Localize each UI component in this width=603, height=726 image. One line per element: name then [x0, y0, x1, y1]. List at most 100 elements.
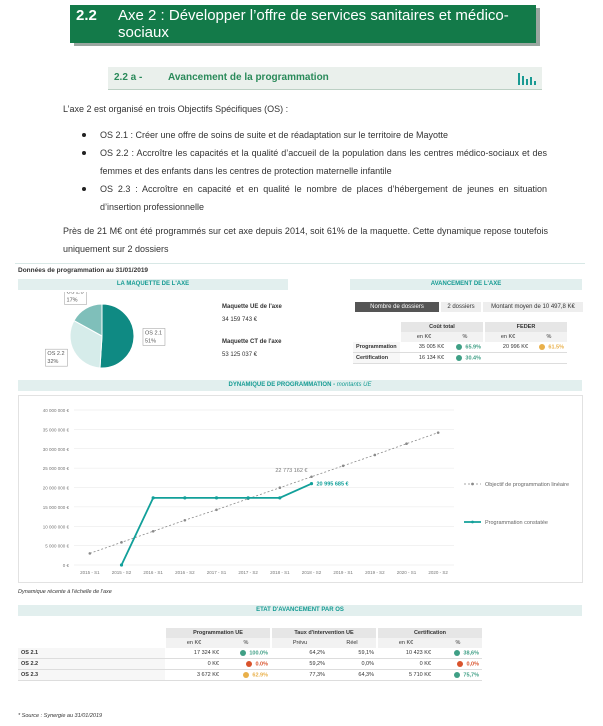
bullet-text: OS 2.2 : Accroître les capacités et la q… — [100, 148, 547, 176]
series-point — [373, 453, 377, 457]
cell: 62.9% — [222, 670, 271, 681]
cell-value: 64,2% — [309, 650, 325, 656]
series-point — [183, 518, 187, 522]
status-dot — [457, 660, 464, 667]
cell-value: 38,6% — [463, 650, 479, 657]
y-tick-label: 0 € — [63, 563, 70, 568]
cell: 100.0% — [222, 648, 271, 659]
montant-moyen: Montant moyen de 10 497,8 K€ — [483, 302, 583, 312]
status-dot — [454, 649, 461, 656]
cell: 64,3% — [328, 670, 377, 681]
maquette-header: LA MAQUETTE DE L'AXE — [18, 279, 288, 290]
dashboard-title: Données de programmation au 31/01/2019 — [18, 267, 149, 274]
intro: L’axe 2 est organisé en trois Objectifs … — [63, 104, 289, 114]
x-tick-label: 2017 - S1 — [207, 570, 227, 575]
cell-value: 17 324 K€ — [193, 650, 219, 656]
ue-value: 34 159 743 € — [222, 317, 258, 323]
line-chart-subtitle: montants UE — [336, 382, 372, 388]
group-header: Taux d'intervention UE — [270, 628, 377, 638]
pie-label: OS 2.3 — [67, 292, 84, 295]
etat-table: Programmation UE Taux d'intervention UE Ce… — [18, 628, 482, 681]
dossiers-label: Nombre de dossiers — [355, 302, 439, 312]
series-point — [310, 475, 313, 479]
pie-slice — [69, 319, 103, 369]
cell-value: 0 K€ — [207, 661, 219, 667]
subheader: en K€ — [376, 638, 434, 648]
cell: 5 710 K€ — [377, 670, 434, 681]
x-tick-label: 2018 - S1 — [270, 570, 290, 575]
cell-value: 100.0% — [249, 650, 268, 657]
subheader-row: en K€% Prévu Réel en K€% — [18, 638, 482, 648]
row-label: OS 2.2 — [18, 658, 165, 670]
pie-label: OS 2.2 — [47, 351, 64, 357]
chart-note: Dynamique récente à l'échelle de l'axe — [18, 589, 112, 595]
cell: 3 672 K€ — [165, 670, 222, 681]
x-tick-label: 2016 - S1 — [143, 570, 163, 575]
cell: 59,1% — [328, 648, 377, 659]
y-tick-label: 30 000 000 € — [43, 447, 70, 452]
corner — [353, 332, 400, 342]
cell: 61.5% — [531, 342, 567, 353]
cell-value: 3 672 K€ — [196, 672, 219, 678]
cell-value: 64,3% — [358, 672, 374, 678]
subheader: % — [434, 638, 482, 648]
table: Programmation UE Taux d'intervention UE Ce… — [18, 628, 482, 681]
value-label: 22 773 162 € — [275, 468, 307, 474]
series-point — [278, 486, 282, 489]
cell-value: 10 423 K€ — [405, 650, 431, 656]
pie-value-label: 51% — [145, 338, 156, 344]
series-point — [278, 496, 282, 500]
cell: 0.0% — [222, 659, 271, 670]
table: Coût total FEDER en K€% en K€% Programmation… — [353, 322, 567, 364]
cell: 75,7% — [434, 670, 482, 681]
subheader: % — [447, 332, 484, 342]
x-tick-label: 2019 - S1 — [333, 570, 353, 575]
section-title: Avancement de la programmation — [168, 72, 329, 83]
pie-chart: OS 2.1 51% OS 2.2 32% OS 2.3 17% — [45, 292, 166, 369]
ue-label: Maquette UE de l'axe — [222, 304, 282, 310]
line-chart: 0 € 5 000 000 € 10 000 000 € 15 000 000 € 20… — [18, 395, 583, 583]
row-label: Certification — [353, 352, 400, 364]
subheader: en K€ — [164, 638, 222, 648]
chapter-banner: 2.2 Axe 2 : Développer l’offre de servic… — [70, 5, 536, 43]
row-label: OS 2.1 — [18, 648, 165, 659]
y-tick-label: 25 000 000 € — [43, 466, 70, 471]
cell-value: 75,7% — [463, 672, 479, 679]
subheader-row: en K€% en K€% — [353, 332, 567, 342]
group-header: Certification — [376, 628, 482, 638]
y-tick-label: 40 000 000 € — [43, 408, 70, 413]
ct-label: Maquette CT de l'axe — [222, 339, 282, 345]
corner — [18, 638, 165, 648]
pie-value-label: 17% — [67, 297, 78, 303]
subheader: Prévu — [270, 638, 328, 648]
cell-value: 0,0% — [466, 661, 479, 668]
pie-label: OS 2.1 — [145, 330, 162, 336]
series-point — [151, 529, 155, 533]
cell-value: 0.0% — [255, 661, 268, 668]
cell: 20 996 K€ — [484, 342, 531, 353]
chart-icon — [518, 73, 536, 85]
series-line — [89, 432, 439, 554]
cell-value: 16 134 K€ — [418, 355, 444, 361]
y-tick-label: 5 000 000 € — [45, 544, 69, 549]
x-tick-label: 2015 - S1 — [80, 570, 100, 575]
y-tick-label: 20 000 000 € — [43, 486, 70, 491]
line-chart-title: DYNAMIQUE DE PROGRAMMATION - — [228, 382, 336, 388]
section-number: 2.2 a - — [114, 72, 143, 83]
bullet-dot — [82, 151, 86, 155]
y-tick-label: 35 000 000 € — [43, 427, 70, 432]
table-row: OS 2.2 0 K€ 0.0% 59,2% 0,0% 0 K€ 0,0% — [18, 658, 482, 670]
corner — [353, 322, 400, 332]
value-label: 20 995 685 € — [317, 482, 349, 488]
y-tick-label: 10 000 000 € — [43, 524, 70, 529]
cell-value: 77,3% — [309, 672, 325, 678]
cell: 16 134 K€ — [400, 353, 447, 364]
table-row: Certification 16 134 K€ 30.4% — [353, 352, 567, 364]
bullet-dot — [82, 133, 86, 137]
cell-value: 59,1% — [358, 650, 374, 656]
cell-value: 65.9% — [465, 344, 481, 351]
etat-header: ETAT D'AVANCEMENT PAR OS — [18, 605, 582, 616]
subheader: Réel — [328, 638, 377, 648]
subheader: en K€ — [483, 332, 531, 342]
